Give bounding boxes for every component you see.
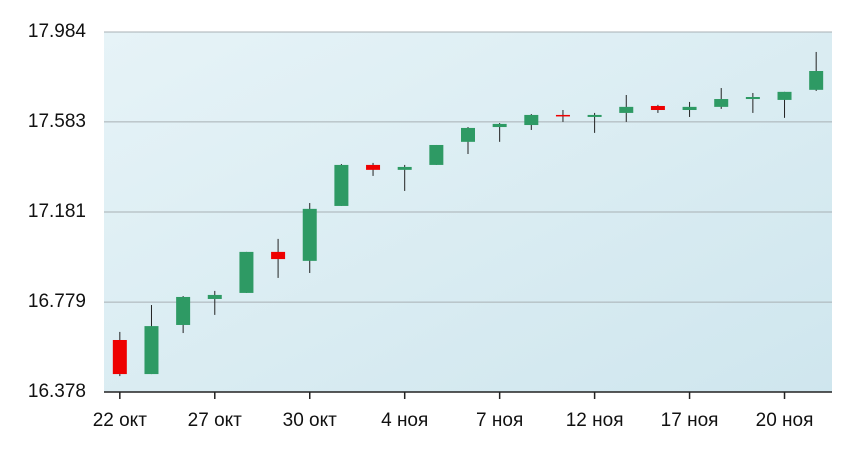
candle-body <box>334 164 349 206</box>
candle-body <box>777 91 792 100</box>
x-tick-label: 20 ноя <box>756 410 814 431</box>
candle-body <box>587 114 602 117</box>
candle-body <box>144 326 159 375</box>
x-tick-label: 27 окт <box>188 410 243 431</box>
candle-body <box>366 164 381 170</box>
x-tick-label: 22 окт <box>93 410 148 431</box>
candle-body <box>461 127 475 142</box>
candle-body <box>176 296 191 325</box>
candle-body <box>302 208 317 261</box>
candle-body <box>555 114 570 117</box>
candle-body <box>809 71 824 90</box>
x-tick-label: 30 окт <box>283 410 338 431</box>
y-tick-label: 17.181 <box>28 201 86 222</box>
candle-body <box>682 106 697 111</box>
candle-body <box>745 97 760 100</box>
y-tick-label: 17.984 <box>28 21 87 42</box>
y-tick-label: 17.583 <box>28 111 86 132</box>
x-tick-label: 17 ноя <box>661 410 719 431</box>
y-tick-label: 16.779 <box>28 291 86 312</box>
candle-body <box>112 339 127 375</box>
candle-body <box>650 105 665 111</box>
x-tick-label: 12 ноя <box>566 410 624 431</box>
x-tick-label: 7 ноя <box>476 410 523 431</box>
x-tick-label: 4 ноя <box>381 410 428 431</box>
candle-body <box>429 144 444 165</box>
candle-body <box>397 166 412 170</box>
candle-body <box>524 114 539 126</box>
candle-body <box>239 251 254 293</box>
candle-body <box>714 99 729 107</box>
candle-body <box>492 123 507 128</box>
candle-body <box>207 294 222 299</box>
y-tick-label: 16.378 <box>28 381 86 402</box>
candle-body <box>619 106 634 113</box>
candle-body <box>271 251 286 260</box>
